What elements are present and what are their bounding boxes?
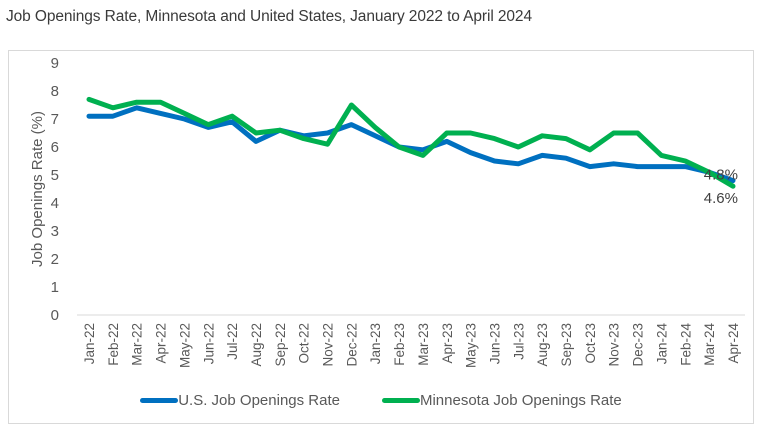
x-tick-label: Jul-22 — [225, 323, 240, 360]
x-tick-label: Apr-24 — [726, 323, 741, 364]
y-tick-label: 2 — [51, 251, 59, 268]
legend-label-us: U.S. Job Openings Rate — [178, 392, 340, 409]
x-tick-label: Oct-22 — [297, 323, 312, 364]
x-tick-label: Jun-23 — [487, 323, 502, 364]
legend-item-us[interactable]: U.S. Job Openings Rate — [140, 392, 340, 409]
x-tick-label: Feb-23 — [392, 323, 407, 366]
series-lines — [86, 96, 736, 189]
y-tick-label: 8 — [51, 83, 59, 100]
data-labels: 4.8% 4.6% — [704, 167, 738, 208]
x-tick-label: Apr-22 — [154, 323, 169, 364]
x-tick-label: Nov-23 — [607, 323, 622, 367]
y-tick-label: 4 — [51, 195, 59, 212]
series-line-us[interactable] — [86, 105, 736, 184]
x-tick-label: Dec-23 — [631, 323, 646, 367]
x-tick-label: May-22 — [177, 323, 192, 368]
x-tick-label: Apr-23 — [440, 323, 455, 364]
data-label-minnesota-end: 4.6% — [704, 190, 738, 207]
y-axis-label: Job Openings Rate (%) — [29, 111, 46, 267]
x-tick-label: Feb-22 — [106, 323, 121, 366]
y-tick-label: 3 — [51, 223, 59, 240]
y-axis-ticks: 0 1 2 3 4 5 6 7 8 9 — [51, 55, 59, 324]
chart-title: Job Openings Rate, Minnesota and United … — [6, 8, 532, 25]
y-tick-label: 1 — [51, 279, 59, 296]
series-line-minnesota[interactable] — [86, 96, 736, 189]
x-tick-label: Mar-24 — [702, 323, 717, 366]
x-tick-label: Aug-22 — [249, 323, 264, 367]
y-tick-label: 9 — [51, 55, 59, 72]
x-tick-label: Jun-22 — [201, 323, 216, 364]
y-tick-label: 6 — [51, 139, 59, 156]
legend-item-minnesota[interactable]: Minnesota Job Openings Rate — [381, 392, 622, 409]
legend-label-minnesota: Minnesota Job Openings Rate — [419, 392, 622, 409]
x-tick-label: Jan-22 — [82, 323, 97, 364]
x-tick-label: Oct-23 — [583, 323, 598, 364]
x-tick-label: Dec-22 — [344, 323, 359, 367]
x-tick-label: Mar-23 — [416, 323, 431, 366]
y-tick-label: 0 — [51, 307, 59, 324]
y-tick-label: 7 — [51, 111, 59, 128]
y-tick-label: 5 — [51, 167, 59, 184]
x-tick-label: Feb-24 — [678, 323, 693, 366]
data-label-us-end: 4.8% — [704, 167, 738, 184]
legend-swatch-us — [140, 398, 179, 403]
x-tick-label: Jan-23 — [368, 323, 383, 364]
x-tick-label: Aug-23 — [535, 323, 550, 367]
chart-frame — [8, 50, 754, 424]
x-tick-label: Jul-23 — [511, 323, 526, 360]
x-axis-ticks: Jan-22 Feb-22 Mar-22 Apr-22 May-22 Jun-22 Jul-… — [82, 323, 741, 369]
x-tick-label: Jan-24 — [654, 323, 669, 365]
x-tick-label: Sep-23 — [559, 323, 574, 367]
x-tick-label: May-23 — [464, 323, 479, 368]
legend-swatch-minnesota — [381, 398, 420, 403]
x-tick-label: Sep-22 — [273, 323, 288, 367]
x-tick-label: Mar-22 — [130, 323, 145, 366]
x-tick-label: Nov-22 — [321, 323, 336, 367]
legend: U.S. Job Openings Rate Minnesota Job Ope… — [0, 392, 762, 409]
